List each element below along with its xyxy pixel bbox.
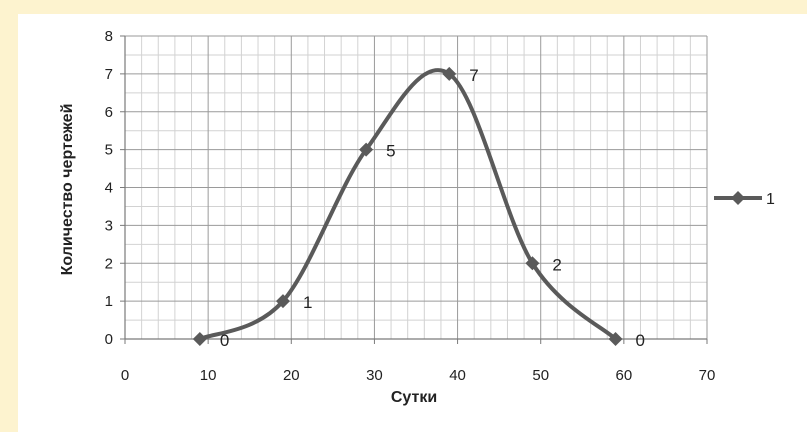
x-tick-label: 10 (200, 367, 217, 384)
legend-label: 1 (766, 191, 775, 208)
data-point-marker (525, 256, 540, 271)
y-tick-label: 8 (105, 28, 113, 45)
data-label: 0 (220, 331, 229, 350)
y-tick-label: 0 (105, 331, 113, 348)
y-tick-label: 7 (105, 66, 113, 83)
major-grid (125, 35, 708, 339)
x-tick-label: 30 (366, 367, 383, 384)
data-label: 7 (469, 66, 478, 85)
y-tick-label: 6 (105, 104, 113, 121)
y-tick-label: 1 (105, 293, 113, 310)
series-group (192, 66, 623, 346)
legend: 1 (714, 191, 775, 208)
data-label: 1 (303, 293, 312, 312)
y-tick-label: 4 (105, 180, 113, 197)
data-point-marker (192, 332, 207, 346)
x-tick-label: 70 (699, 367, 716, 384)
data-labels: 0 1 5 7 2 0 (220, 66, 645, 350)
data-point-marker (359, 142, 374, 157)
data-point-marker (608, 332, 623, 346)
data-point-marker (442, 66, 457, 81)
x-tick-label: 60 (616, 367, 633, 384)
x-tick-label: 0 (121, 367, 129, 384)
data-label: 0 (636, 331, 645, 350)
data-label: 2 (552, 255, 561, 274)
x-axis-title: Сутки (391, 389, 437, 406)
x-tick-label: 40 (449, 367, 466, 384)
data-label: 5 (386, 142, 395, 161)
y-tick-label: 2 (105, 255, 113, 272)
x-tick-label: 20 (283, 367, 300, 384)
data-point-marker (275, 294, 290, 309)
y-tick-label: 5 (105, 142, 113, 159)
y-axis-title: Количество чертежей (59, 104, 76, 276)
x-tick-label: 50 (532, 367, 549, 384)
y-tick-label: 3 (105, 217, 113, 234)
legend-marker (731, 191, 745, 205)
